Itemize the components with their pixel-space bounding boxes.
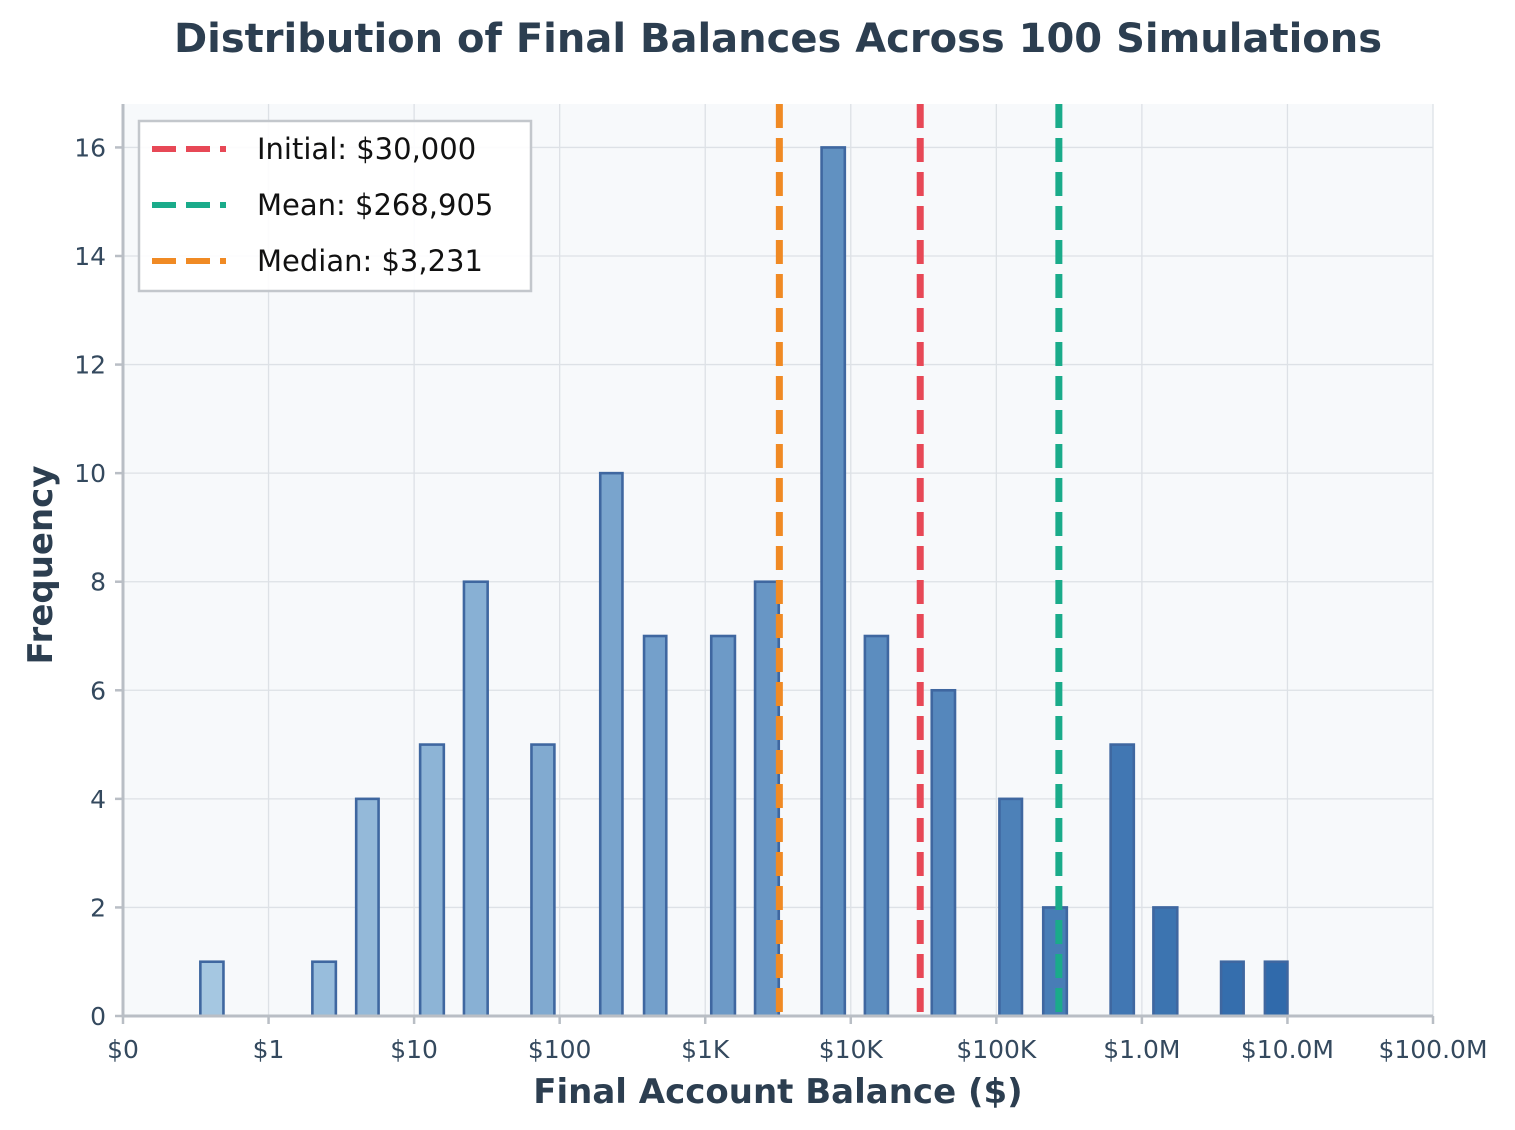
x-tick-label: $1K bbox=[681, 1035, 730, 1064]
histogram-bar bbox=[642, 634, 668, 1018]
y-tick-label: 14 bbox=[74, 242, 106, 271]
histogram-bar bbox=[354, 797, 380, 1018]
legend-label: Median: $3,231 bbox=[257, 244, 483, 278]
chart-title: Distribution of Final Balances Across 10… bbox=[174, 16, 1382, 62]
legend-label: Initial: $30,000 bbox=[257, 132, 476, 166]
x-tick-label: $1 bbox=[253, 1035, 285, 1064]
histogram-bar bbox=[1219, 960, 1245, 1018]
x-tick-label: $1.0M bbox=[1103, 1035, 1180, 1064]
histogram-bar bbox=[199, 960, 225, 1018]
legend-label: Mean: $268,905 bbox=[257, 188, 493, 222]
y-tick-label: 12 bbox=[74, 351, 106, 380]
histogram-bar bbox=[1109, 743, 1136, 1018]
bars-group bbox=[199, 146, 1289, 1018]
histogram-bar bbox=[418, 743, 446, 1018]
x-axis-label: Final Account Balance ($) bbox=[533, 1072, 1022, 1112]
y-tick-label: 6 bbox=[90, 676, 106, 705]
y-axis-label: Frequency bbox=[21, 465, 61, 664]
histogram-bar bbox=[1152, 906, 1179, 1018]
histogram-bar bbox=[462, 580, 489, 1018]
histogram-bar bbox=[998, 797, 1024, 1018]
histogram-bar bbox=[311, 960, 338, 1018]
reference-lines bbox=[775, 104, 1063, 1016]
histogram-bar bbox=[1263, 960, 1289, 1018]
x-tick-label: $100 bbox=[528, 1035, 592, 1064]
histogram-bar bbox=[1041, 906, 1069, 1018]
histogram-bar bbox=[820, 146, 847, 1018]
y-tick-label: 0 bbox=[90, 1002, 106, 1031]
histogram-bar bbox=[753, 580, 781, 1018]
x-tick-label: $100K bbox=[956, 1035, 1037, 1064]
x-tick-label: $0 bbox=[107, 1035, 139, 1064]
histogram-bar bbox=[930, 688, 957, 1018]
histogram-bar bbox=[530, 743, 556, 1018]
histogram-bar bbox=[598, 471, 624, 1018]
x-tick-label: $10K bbox=[819, 1035, 884, 1064]
y-tick-label: 10 bbox=[74, 459, 106, 488]
histogram-bar bbox=[863, 634, 890, 1018]
y-tick-label: 8 bbox=[90, 568, 106, 597]
histogram-bar bbox=[709, 634, 737, 1018]
tick-labels: $0 $1 $10 $100 $1K $10K $100K $1.0M $10.0M $100.0… bbox=[74, 133, 1487, 1064]
x-tick-label: $10 bbox=[390, 1035, 438, 1064]
y-tick-label: 2 bbox=[90, 893, 106, 922]
x-tick-label: $10.0M bbox=[1241, 1035, 1334, 1064]
x-tick-label: $100.0M bbox=[1378, 1035, 1487, 1064]
legend: Initial: $30,000 Mean: $268,905 Median: $3… bbox=[137, 119, 533, 293]
y-tick-label: 4 bbox=[90, 785, 106, 814]
y-tick-label: 16 bbox=[74, 133, 106, 162]
